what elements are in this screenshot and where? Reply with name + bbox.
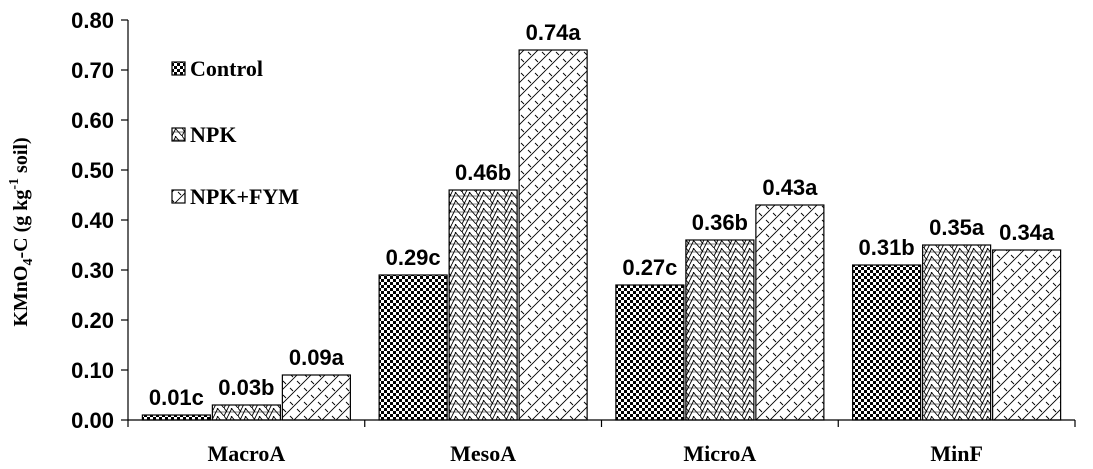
- legend-swatch: [171, 127, 186, 142]
- bar-npk-macroa: [211, 404, 281, 421]
- data-label: 0.35a: [929, 215, 985, 240]
- data-label: 0.46b: [455, 160, 511, 185]
- bar-npk-minf: [922, 244, 992, 421]
- legend: Control NPK NPK+FYM: [171, 56, 299, 209]
- y-tick-label: 0.70: [71, 58, 114, 83]
- legend-swatch: [171, 189, 186, 204]
- y-axis-title: KMnO4-C (g kg-1 soil): [7, 137, 36, 326]
- y-tick-label: 0.10: [71, 358, 114, 383]
- data-label: 0.74a: [526, 20, 582, 45]
- y-tick-label: 0.60: [71, 108, 114, 133]
- data-label: 0.34a: [999, 220, 1055, 245]
- y-tick-label: 0.50: [71, 158, 114, 183]
- bar-control-macroa: [141, 414, 211, 421]
- bar-npk-fym-mesoa: [518, 49, 588, 421]
- data-label: 0.36b: [692, 210, 748, 235]
- y-tick-label: 0.40: [71, 208, 114, 233]
- bar-npk-fym-macroa: [281, 374, 351, 421]
- legend-swatch: [171, 61, 186, 76]
- y-tick-label: 0.30: [71, 258, 114, 283]
- svg-text:KMnO4-C (g kg-1 soil): KMnO4-C (g kg-1 soil): [7, 137, 36, 326]
- data-label: 0.29c: [386, 245, 441, 270]
- y-axis-title-mid: -C (g kg: [10, 190, 32, 259]
- x-axis: MacroA MesoA MicroA MinF: [127, 419, 1076, 466]
- category-label: MacroA: [207, 441, 285, 466]
- data-label: 0.27c: [622, 255, 677, 280]
- legend-label: Control: [190, 56, 263, 81]
- y-tick-label: 0.80: [71, 8, 114, 33]
- y-tick-label: 0.20: [71, 308, 114, 333]
- data-label: 0.09a: [289, 345, 345, 370]
- bar-npk-microa: [685, 239, 755, 421]
- data-label: 0.43a: [762, 175, 818, 200]
- bar-npk-mesoa: [448, 189, 518, 421]
- y-axis: 0.00 0.10 0.20 0.30 0.40 0.50 0.60 0.70 0.80: [71, 8, 129, 433]
- y-axis-title-sup: -1: [7, 178, 22, 190]
- bar-control-mesoa: [378, 274, 448, 421]
- category-label: MinF: [930, 441, 983, 466]
- data-label: 0.01c: [149, 385, 204, 410]
- bar-control-microa: [615, 284, 685, 421]
- legend-label: NPK+FYM: [190, 184, 299, 209]
- y-tick-label: 0.00: [71, 408, 114, 433]
- data-label: 0.03b: [218, 375, 274, 400]
- category-label: MesoA: [450, 441, 516, 466]
- legend-label: NPK: [190, 122, 236, 147]
- y-axis-title-main: KMnO: [10, 266, 32, 327]
- y-axis-title-sub: 4: [21, 259, 36, 266]
- bars: 0.01c 0.03b 0.09a 0.29c 0.46b 0.74a 0.27c 0.36b…: [141, 20, 1062, 421]
- data-label: 0.31b: [858, 235, 914, 260]
- bar-control-minf: [852, 264, 922, 421]
- bar-npk-fym-microa: [755, 204, 825, 421]
- y-axis-title-end: soil): [10, 137, 32, 178]
- category-label: MicroA: [683, 441, 756, 466]
- bar-npk-fym-minf: [992, 249, 1062, 421]
